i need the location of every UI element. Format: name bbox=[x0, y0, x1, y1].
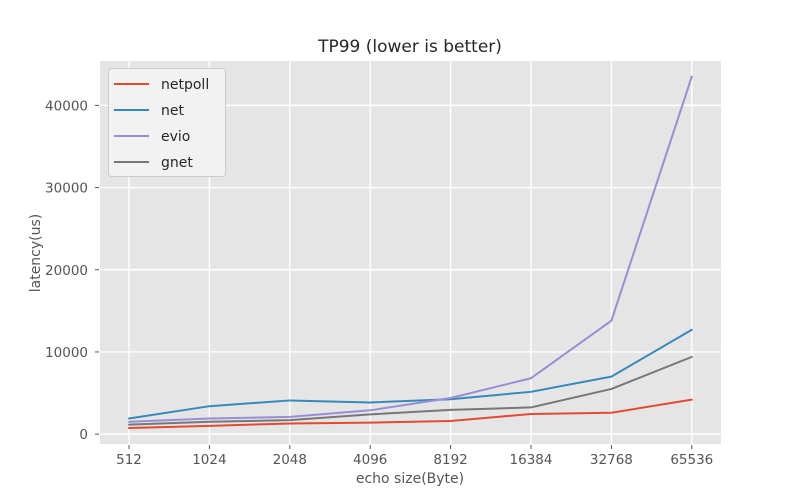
x-tick-label: 512 bbox=[116, 452, 142, 468]
legend-item-net: net bbox=[114, 103, 184, 119]
legend-label-netpoll: netpoll bbox=[161, 77, 209, 93]
series-lines bbox=[128, 75, 693, 429]
series-line-netpoll bbox=[128, 398, 693, 429]
x-tick-label: 1024 bbox=[192, 452, 226, 468]
legend-label-evio: evio bbox=[161, 129, 190, 145]
legend-item-gnet: gnet bbox=[114, 155, 193, 171]
series-line-gnet bbox=[128, 355, 693, 426]
gridlines bbox=[100, 61, 721, 444]
legend-items: netpoll net evio gnet bbox=[114, 77, 209, 171]
legend-box bbox=[108, 68, 226, 177]
legend-label-net: net bbox=[161, 103, 184, 119]
x-tick-label: 65536 bbox=[670, 452, 713, 468]
x-tick-label: 2048 bbox=[273, 452, 307, 468]
x-tick-labels: 512 1024 2048 4096 8192 16384 32768 65536 bbox=[116, 452, 713, 468]
series-line-net bbox=[128, 328, 693, 420]
x-tick-label: 16384 bbox=[510, 452, 553, 468]
legend-item-netpoll: netpoll bbox=[114, 77, 209, 93]
chart-title: TP99 (lower is better) bbox=[317, 37, 502, 57]
y-tick-label: 0 bbox=[79, 427, 88, 443]
y-axis-label: latency(us) bbox=[28, 214, 44, 293]
y-tick-label: 10000 bbox=[45, 345, 88, 361]
legend-item-evio: evio bbox=[114, 129, 190, 145]
series-line-evio bbox=[128, 75, 693, 423]
legend-label-gnet: gnet bbox=[161, 155, 193, 171]
y-tick-label: 30000 bbox=[45, 181, 88, 197]
y-tick-labels: 0 10000 20000 30000 40000 bbox=[45, 98, 88, 443]
tick-marks bbox=[95, 104, 693, 449]
x-tick-label: 4096 bbox=[353, 452, 387, 468]
y-tick-label: 20000 bbox=[45, 263, 88, 279]
legend: netpoll net evio gnet bbox=[108, 68, 226, 177]
x-axis-label: echo size(Byte) bbox=[356, 471, 464, 487]
y-tick-label: 40000 bbox=[45, 98, 88, 114]
x-tick-label: 32768 bbox=[590, 452, 633, 468]
x-tick-label: 8192 bbox=[433, 452, 467, 468]
